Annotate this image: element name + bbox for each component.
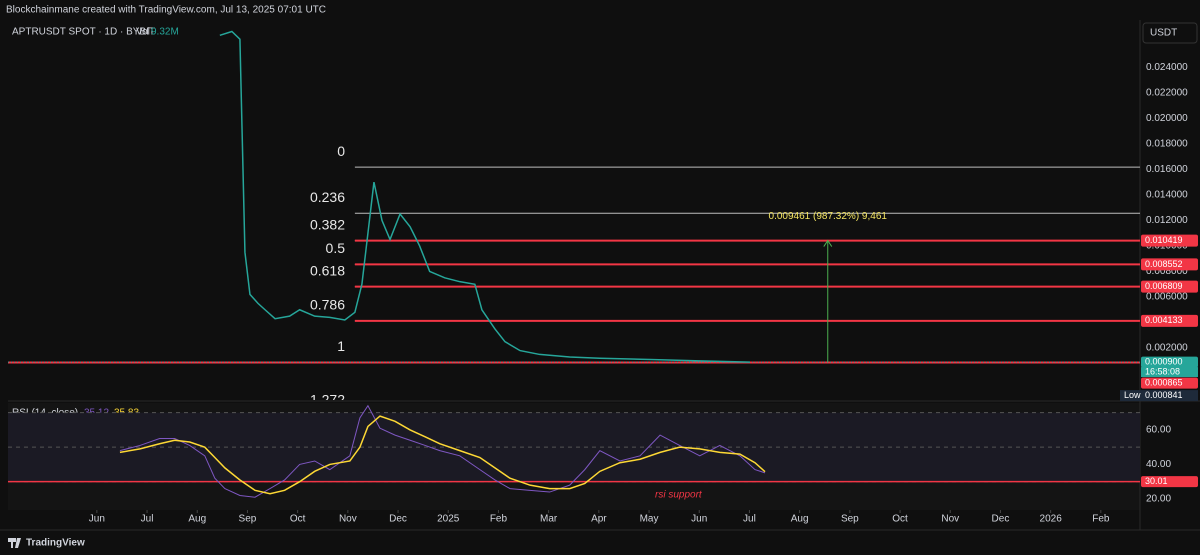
x-tick-label: Aug [791, 514, 809, 525]
x-tick-label: Mar [540, 514, 558, 525]
price-tag-label: 0.004133 [1145, 315, 1183, 325]
price-line-series [219, 30, 750, 363]
rsi-annotation: rsi support [655, 490, 703, 501]
x-tick-label: Oct [290, 514, 306, 525]
x-tick-label: Jun [89, 514, 105, 525]
brand: TradingView [26, 538, 85, 549]
measure-label: 0.009461 (987.32%) 9,461 [769, 211, 888, 222]
price-tag [1141, 280, 1198, 293]
price-tag [1141, 258, 1198, 271]
x-tick-label: Jul [141, 514, 154, 525]
x-tick-label: Dec [389, 514, 407, 525]
fib-label: 0.786 [310, 297, 345, 313]
x-tick-label: Nov [941, 514, 959, 525]
x-tick-label: Dec [992, 514, 1010, 525]
y-tick-label: 0.022000 [1146, 87, 1188, 98]
low-box [1120, 390, 1198, 402]
symbol-title: APTRUSDT SPOT · 1D · BYBIT [12, 27, 155, 38]
rsi-series [119, 415, 766, 495]
currency-box[interactable] [1142, 22, 1198, 44]
y-tick-label: 0.008000 [1146, 266, 1188, 277]
x-tick-label: Sep [239, 514, 257, 525]
volume-label: Vol [136, 27, 150, 38]
x-tick-label: Apr [591, 514, 607, 525]
x-tick-label: Feb [490, 514, 508, 525]
fib-label: 0 [337, 143, 345, 159]
rsi-tick-label: 40.00 [1146, 459, 1171, 470]
countdown: 16:58:08 [1145, 366, 1180, 376]
volume-value: 9.32M [151, 27, 179, 38]
price-tag-label: 30.01 [1145, 476, 1168, 486]
rsi-tick-label: 60.00 [1146, 425, 1171, 436]
y-tick-label: 0.016000 [1146, 164, 1188, 175]
fib-label: 1.272 [310, 391, 345, 407]
axes: Jun Jul Aug Sep Oct Nov Dec 2025 Feb Mar Apr May Jun… [89, 62, 1198, 525]
x-tick-label: Sep [841, 514, 859, 525]
x-tick-label: Nov [339, 514, 357, 525]
rsi-series [119, 404, 766, 498]
x-tick-label: Jul [743, 514, 756, 525]
price-tag [1141, 356, 1198, 368]
price-tag [1141, 377, 1198, 389]
fib-label: 1 [337, 338, 345, 354]
rsi-plot [8, 404, 1140, 498]
price-tag [1141, 476, 1198, 488]
low-label: Low [1124, 390, 1141, 400]
rsi-band [8, 412, 1140, 482]
fib-label: 0.618 [310, 262, 345, 278]
price-tag-label: 0.008552 [1145, 259, 1183, 269]
price-tag-label: 0.000865 [1145, 377, 1183, 387]
price-tag-label: 0.000900 [1145, 356, 1183, 366]
x-tick-label: 2026 [1040, 514, 1063, 525]
y-tick-label: 0.018000 [1146, 138, 1188, 149]
x-tick-label: May [640, 514, 659, 525]
price-pane: 0 0.236 0.382 0.5 0.618 0.786 1 1.272 0.009461 (… [8, 30, 1140, 407]
x-tick-label: 2025 [437, 514, 460, 525]
measure-arrowhead [823, 239, 833, 247]
countdown-box [1141, 367, 1198, 378]
y-tick-label: 0.002000 [1146, 343, 1188, 354]
credit: Blockchainmane created with TradingView.… [6, 5, 326, 16]
price-tag [1141, 314, 1198, 327]
y-tick-label: 0.020000 [1146, 113, 1188, 124]
low-value: 0.000841 [1145, 390, 1183, 400]
brand-logo [8, 538, 21, 548]
price-tag [1141, 234, 1198, 247]
currency[interactable]: USDT [1150, 28, 1177, 39]
y-tick-label: 0.006000 [1146, 292, 1188, 303]
x-tick-label: Oct [892, 514, 908, 525]
y-tick-label: 0.014000 [1146, 190, 1188, 201]
fib-label: 0.5 [326, 240, 346, 256]
y-tick-label: 0.024000 [1146, 62, 1188, 73]
fib-label: 0.382 [310, 216, 345, 232]
price-tag-label: 0.010419 [1145, 235, 1183, 245]
x-tick-label: Aug [188, 514, 206, 525]
fib-label: 0.236 [310, 189, 345, 205]
rsi-tick-label: 20.00 [1146, 494, 1171, 505]
y-tick-label: 0.012000 [1146, 215, 1188, 226]
x-tick-label: Feb [1092, 514, 1110, 525]
price-tag-label: 0.006809 [1145, 281, 1183, 291]
x-tick-label: Jun [691, 514, 707, 525]
